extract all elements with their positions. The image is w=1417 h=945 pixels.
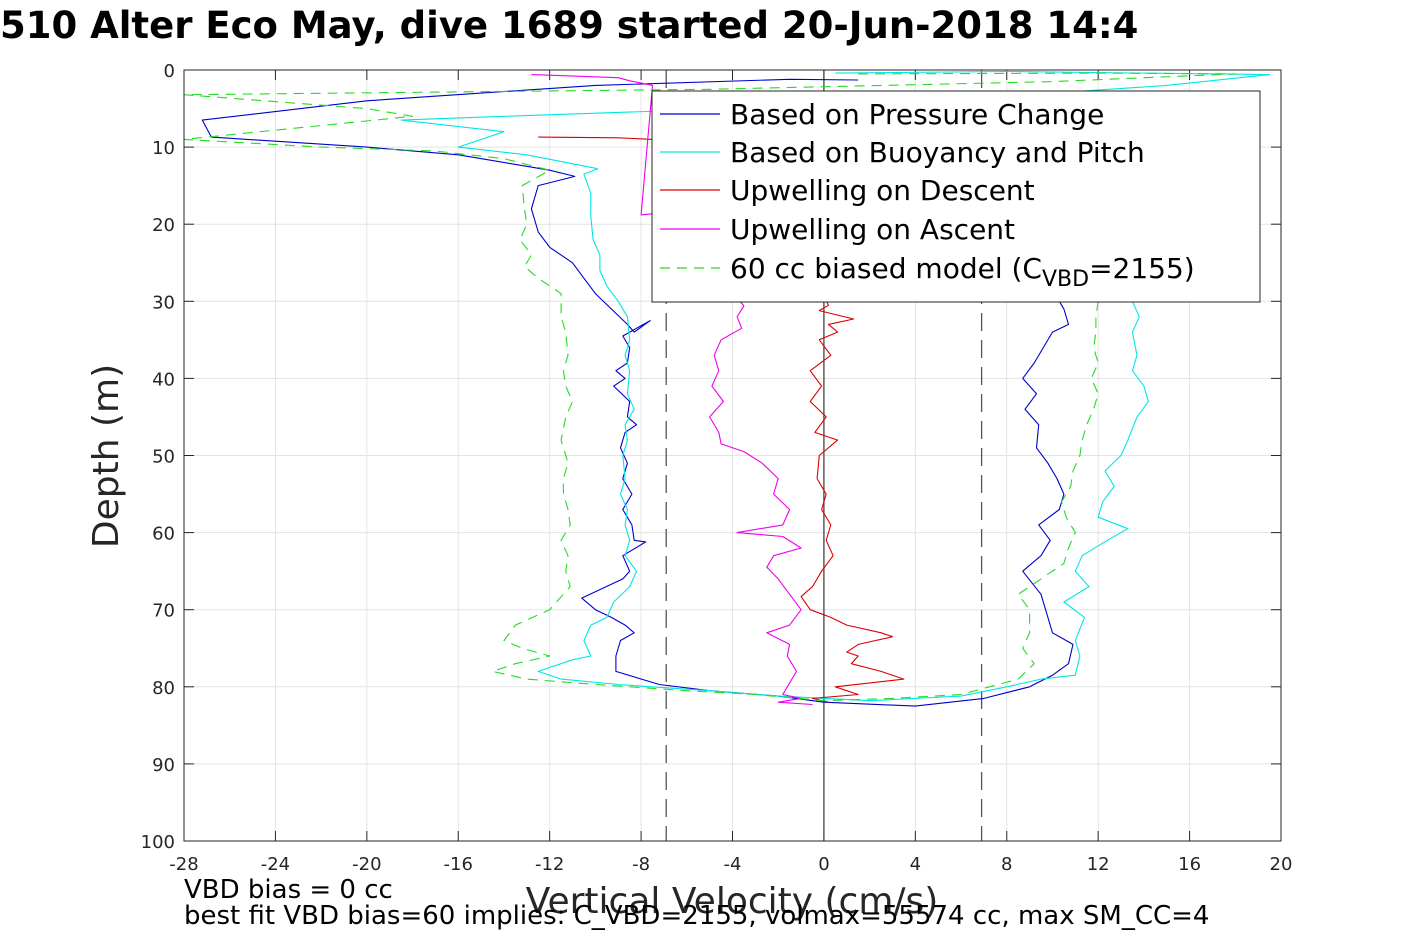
x-tick-label: -28 bbox=[169, 854, 198, 875]
y-tick-label: 90 bbox=[152, 755, 175, 776]
y-tick-label: 30 bbox=[152, 292, 175, 313]
y-tick-label: 0 bbox=[164, 61, 175, 82]
y-tick-label: 40 bbox=[152, 369, 175, 390]
legend-label-1: Based on Buoyancy and Pitch bbox=[730, 136, 1145, 169]
legend-label-0: Based on Pressure Change bbox=[730, 98, 1104, 131]
x-tick-labels: -28 -24 -20 -16 -12 -8 -4 0 4 8 12 16 20 bbox=[169, 854, 1292, 875]
legend-label-4: 60 cc biased model (CVBD=2155) bbox=[730, 252, 1195, 292]
x-tick-label: -4 bbox=[724, 854, 742, 875]
legend-label-3: Upwelling on Ascent bbox=[730, 213, 1015, 246]
x-axis-label: Vertical Velocity (cm/s) bbox=[526, 881, 939, 922]
x-tick-label: 16 bbox=[1178, 854, 1201, 875]
series-line-3 bbox=[531, 74, 813, 706]
x-tick-label: -12 bbox=[535, 854, 564, 875]
x-tick-label: 8 bbox=[1001, 854, 1012, 875]
y-tick-label: 10 bbox=[152, 138, 175, 159]
y-tick-label: 20 bbox=[152, 215, 175, 236]
x-tick-label: 4 bbox=[910, 854, 921, 875]
series-line-1 bbox=[400, 70, 1271, 702]
legend: Based on Pressure Change Based on Buoyanc… bbox=[651, 90, 1261, 303]
best-fit-note: best fit VBD bias=60 implies: C_VBD=2155… bbox=[184, 902, 1210, 930]
x-tick-label: -20 bbox=[352, 854, 381, 875]
y-axis-label: Depth (m) bbox=[86, 364, 127, 548]
x-tick-label: 12 bbox=[1087, 854, 1110, 875]
y-tick-label: 80 bbox=[152, 678, 175, 699]
x-tick-label: 20 bbox=[1270, 854, 1293, 875]
chart-title: 510 Alter Eco May, dive 1689 started 20-… bbox=[0, 4, 1139, 47]
legend-box bbox=[651, 90, 1261, 303]
y-tick-label: 50 bbox=[152, 447, 175, 468]
x-tick-label: 0 bbox=[818, 854, 829, 875]
y-tick-labels: 0 10 20 30 40 50 60 70 80 90 100 bbox=[141, 61, 175, 853]
y-tick-label: 60 bbox=[152, 524, 175, 545]
x-tick-label: -8 bbox=[632, 854, 650, 875]
x-tick-label: -24 bbox=[261, 854, 290, 875]
series-line-4 bbox=[184, 72, 1236, 702]
series-line-2 bbox=[538, 136, 905, 703]
legend-label-2: Upwelling on Descent bbox=[730, 174, 1035, 207]
y-tick-label: 100 bbox=[141, 832, 175, 853]
plot-frame bbox=[183, 69, 1282, 842]
y-tick-label: 70 bbox=[152, 601, 175, 622]
x-tick-label: -16 bbox=[444, 854, 473, 875]
series-group bbox=[184, 70, 1271, 707]
vbd-bias-note: VBD bias = 0 cc bbox=[184, 875, 393, 905]
